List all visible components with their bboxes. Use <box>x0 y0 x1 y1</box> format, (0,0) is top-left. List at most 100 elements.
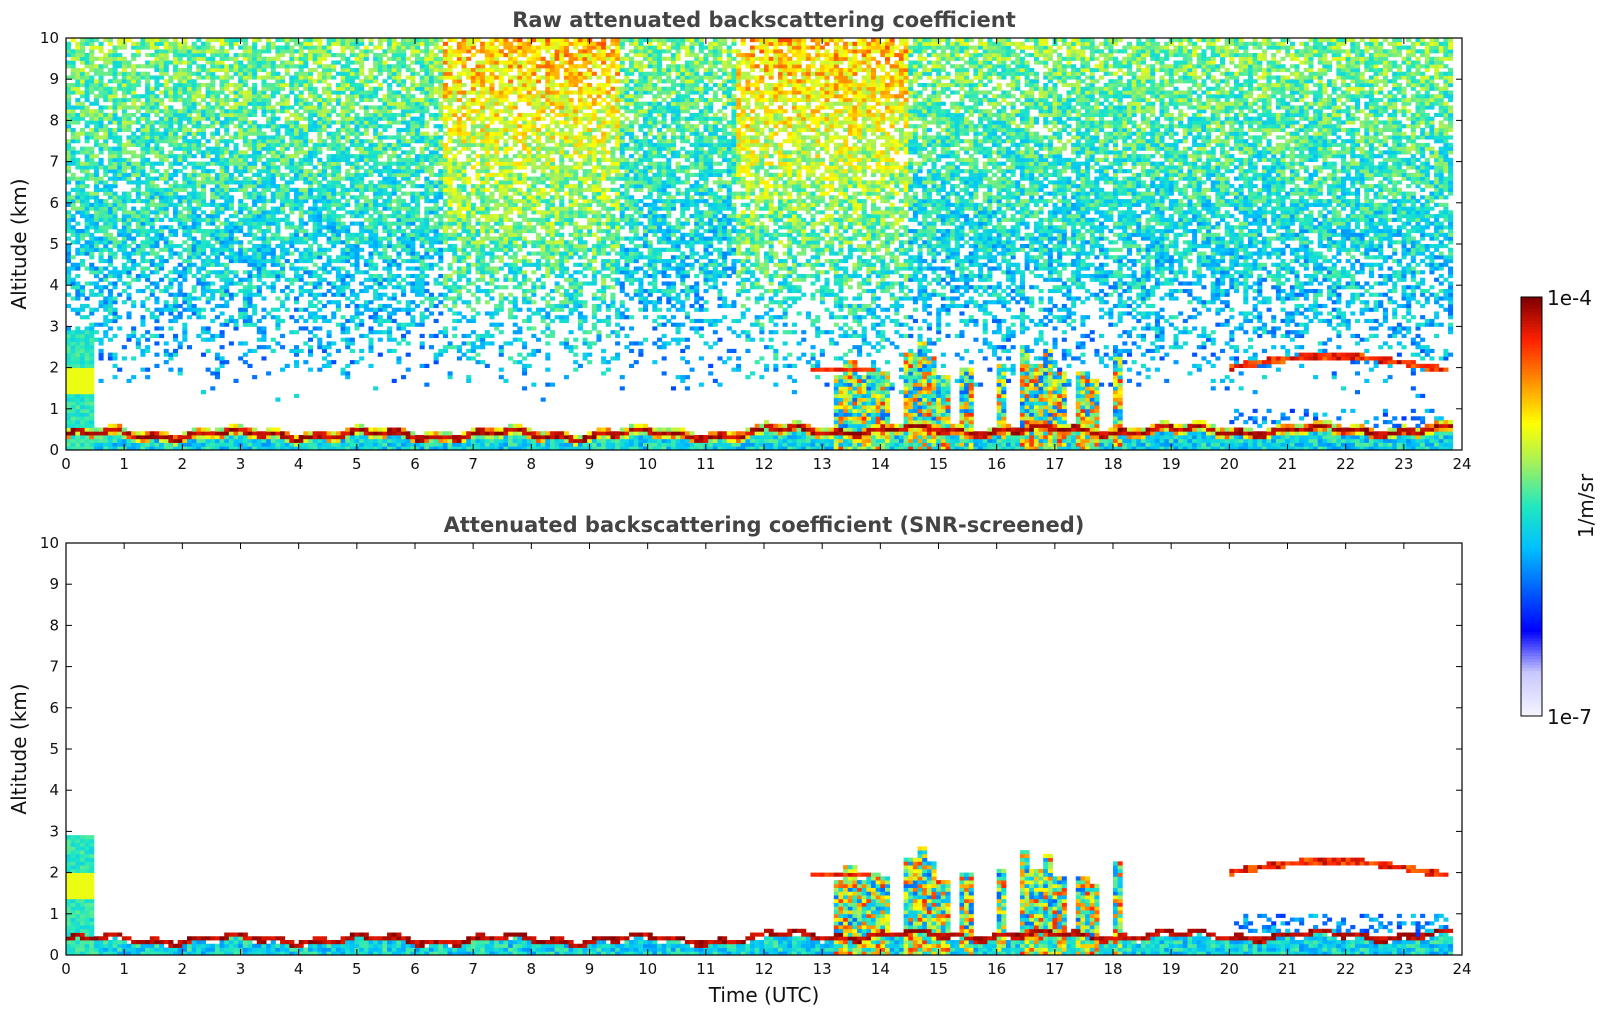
heatmap-cell <box>177 120 183 125</box>
heatmap-cell <box>373 191 379 196</box>
heatmap-cell <box>396 199 402 204</box>
heatmap-cell <box>173 180 179 185</box>
heatmap-cell <box>233 240 239 245</box>
heatmap-cell <box>210 94 216 99</box>
heatmap-cell <box>340 45 346 50</box>
heatmap-cell <box>331 38 337 43</box>
heatmap-cell <box>75 292 81 297</box>
heatmap-cell <box>177 60 183 65</box>
heatmap-cell <box>424 79 430 84</box>
heatmap-cell <box>70 56 76 61</box>
heatmap-cell <box>363 120 369 125</box>
heatmap-cell <box>149 431 155 436</box>
heatmap-cell <box>280 199 286 204</box>
heatmap-cell <box>182 116 188 121</box>
heatmap-cell <box>191 124 197 129</box>
heatmap-cell <box>275 75 281 80</box>
heatmap-cell <box>196 435 202 440</box>
heatmap-cell <box>410 184 416 189</box>
heatmap-cell <box>335 120 341 125</box>
heatmap-cell <box>415 169 421 174</box>
heatmap-cell <box>75 180 81 185</box>
heatmap-cell <box>103 438 109 443</box>
heatmap-cell <box>312 285 318 290</box>
heatmap-cell <box>186 184 193 189</box>
heatmap-cell <box>391 296 397 301</box>
heatmap-cell <box>335 292 341 297</box>
heatmap-cell <box>210 67 216 73</box>
heatmap-cell <box>294 266 300 271</box>
heatmap-cell <box>238 356 244 361</box>
heatmap-cell <box>149 191 155 196</box>
heatmap-cell <box>163 169 169 174</box>
heatmap-cell <box>107 337 113 342</box>
heatmap-cell <box>424 273 430 279</box>
heatmap-cell <box>387 273 393 279</box>
heatmap-cell <box>228 172 234 177</box>
heatmap-cell <box>107 71 113 76</box>
heatmap-cell <box>391 307 397 312</box>
heatmap-cell <box>98 165 104 170</box>
heatmap-cell <box>298 202 304 207</box>
heatmap-cell <box>373 232 379 237</box>
heatmap-cell <box>354 75 360 80</box>
heatmap-cell <box>317 438 323 443</box>
heatmap-cell <box>84 120 90 125</box>
heatmap-cell <box>294 161 300 166</box>
heatmap-cell <box>345 285 351 290</box>
heatmap-cell <box>307 109 314 114</box>
heatmap-cell <box>252 442 258 447</box>
heatmap-cell <box>107 191 113 196</box>
heatmap-cell <box>140 161 146 166</box>
heatmap-cell <box>396 435 402 440</box>
heatmap-cell <box>401 214 407 219</box>
heatmap-cell <box>103 199 109 204</box>
heatmap-cell <box>238 438 244 443</box>
heatmap-cell <box>345 131 351 136</box>
heatmap-cell <box>112 79 118 84</box>
heatmap-cell <box>238 116 244 121</box>
heatmap-cell <box>419 221 425 226</box>
heatmap-cell <box>331 146 337 151</box>
heatmap-cell <box>200 172 206 177</box>
heatmap-cell <box>424 281 430 286</box>
heatmap-cell <box>340 195 346 200</box>
heatmap-cell <box>84 172 90 177</box>
heatmap-cell <box>368 79 374 84</box>
heatmap-cell <box>238 184 244 189</box>
heatmap-cell <box>182 184 188 189</box>
heatmap-cell <box>331 41 337 46</box>
heatmap-cell <box>145 195 151 200</box>
heatmap-cell <box>112 217 118 222</box>
heatmap-cell <box>173 135 179 140</box>
heatmap-cell <box>387 318 393 324</box>
heatmap-cell <box>252 75 258 80</box>
heatmap-cell <box>238 251 244 256</box>
heatmap-cell <box>149 60 155 65</box>
heatmap-cell <box>214 431 220 436</box>
heatmap-cell <box>117 105 123 110</box>
heatmap-cell <box>261 307 267 312</box>
heatmap-cell <box>345 303 351 309</box>
heatmap-cell <box>401 116 407 121</box>
heatmap-cell <box>252 244 258 249</box>
heatmap-cell <box>75 56 81 61</box>
heatmap-cell <box>298 187 304 192</box>
heatmap-cell <box>280 273 286 279</box>
heatmap-cell <box>154 285 160 290</box>
heatmap-cell <box>298 94 304 99</box>
heatmap-cell <box>247 232 253 237</box>
heatmap-cell <box>270 124 276 129</box>
heatmap-cell <box>205 124 211 129</box>
heatmap-cell <box>368 431 374 436</box>
heatmap-cell <box>359 71 365 76</box>
heatmap-cell <box>321 124 327 129</box>
heatmap-cell <box>405 244 411 249</box>
heatmap-cell <box>401 169 407 174</box>
heatmap-cell <box>205 86 211 91</box>
heatmap-cell <box>233 86 239 91</box>
heatmap-cell <box>242 135 248 140</box>
heatmap-cell <box>354 112 360 118</box>
heatmap-cell <box>373 60 379 65</box>
heatmap-cell <box>84 38 90 43</box>
